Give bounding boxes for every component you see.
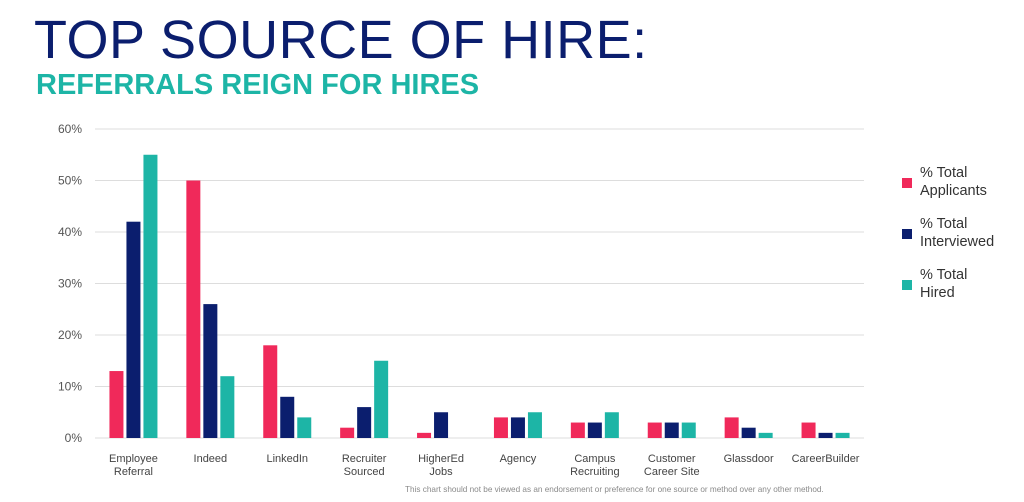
bar-hired — [835, 432, 850, 438]
y-tick-label: 40% — [58, 225, 82, 239]
y-tick-label: 50% — [58, 174, 82, 188]
bar-hired — [143, 154, 158, 438]
y-tick-label: 20% — [58, 328, 82, 342]
bar-interviewed — [434, 412, 449, 438]
page-title: TOP SOURCE OF HIRE: — [34, 10, 648, 70]
bar-applicants — [801, 422, 816, 438]
bar-hired — [758, 432, 773, 438]
legend-item-applicants: % Total Applicants — [898, 164, 1022, 215]
legend-label-line: % Total — [920, 267, 968, 283]
bar-hired — [220, 376, 235, 438]
bar-hired — [681, 422, 696, 438]
bar-hired — [297, 417, 312, 438]
x-category-label: LinkedIn — [266, 453, 308, 465]
x-category-label: Customer — [648, 453, 696, 465]
y-tick-label: 60% — [58, 122, 82, 136]
legend-item-interviewed: % Total Interviewed — [898, 215, 1022, 266]
bar-interviewed — [357, 407, 372, 438]
x-category-label: Jobs — [429, 466, 453, 478]
bar-interviewed — [818, 432, 833, 438]
x-category-label: Referral — [114, 466, 153, 478]
bar-interviewed — [664, 422, 679, 438]
bar-applicants — [263, 345, 278, 438]
page-subtitle: REFERRALS REIGN FOR HIRES — [36, 69, 480, 101]
x-category-label: Agency — [500, 453, 537, 465]
bar-applicants — [417, 432, 432, 438]
bar-interviewed — [203, 304, 218, 438]
legend-label-line: Applicants — [920, 183, 987, 199]
bar-applicants — [186, 180, 201, 438]
legend-swatch-hired — [902, 280, 912, 290]
bar-hired — [374, 360, 389, 438]
bar-interviewed — [741, 427, 756, 438]
bar-interviewed — [280, 396, 295, 438]
x-category-label: Indeed — [194, 453, 228, 465]
bar-applicants — [340, 427, 355, 438]
x-category-label: CareerBuilder — [792, 453, 860, 465]
bar-applicants — [493, 417, 508, 438]
x-category-label: Recruiting — [570, 466, 620, 478]
x-category-label: Career Site — [644, 466, 700, 478]
x-category-label: Employee — [109, 453, 158, 465]
bar-applicants — [109, 371, 124, 438]
y-tick-label: 30% — [58, 277, 82, 291]
bar-applicants — [724, 417, 739, 438]
x-category-label: Glassdoor — [724, 453, 774, 465]
bar-applicants — [570, 422, 585, 438]
bar-hired — [604, 412, 619, 438]
legend-swatch-interviewed — [902, 229, 912, 239]
y-tick-label: 10% — [58, 380, 82, 394]
bar-interviewed — [126, 221, 141, 438]
x-category-label: Sourced — [344, 466, 385, 478]
chart-footnote: This chart should not be viewed as an en… — [405, 485, 824, 494]
y-tick-label: 0% — [65, 431, 83, 445]
legend-label-line: % Total — [920, 165, 968, 181]
x-category-label: HigherEd — [418, 453, 464, 465]
legend-swatch-applicants — [902, 178, 912, 188]
bar-interviewed — [510, 417, 525, 438]
x-category-label: Recruiter — [342, 453, 387, 465]
bar-hired — [527, 412, 542, 438]
bar-applicants — [647, 422, 662, 438]
chart-legend: % Total Applicants % Total Interviewed %… — [898, 164, 1022, 317]
legend-label-line: % Total — [920, 216, 968, 232]
x-category-label: Campus — [574, 453, 615, 465]
bar-interviewed — [587, 422, 602, 438]
legend-item-hired: % Total Hired — [898, 266, 1022, 317]
legend-label-line: Interviewed — [920, 234, 995, 250]
legend-label-line: Hired — [920, 285, 955, 301]
